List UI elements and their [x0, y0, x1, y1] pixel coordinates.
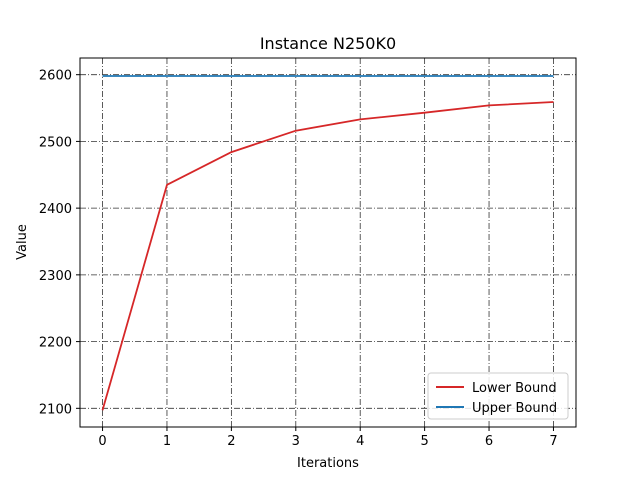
plot-frame — [79, 57, 577, 428]
y-tick-label: 2400 — [39, 202, 72, 217]
y-tick-label: 2600 — [39, 69, 72, 84]
x-tick-label: 6 — [485, 434, 493, 449]
x-tick-label: 0 — [98, 434, 106, 449]
x-tick-label: 2 — [227, 434, 235, 449]
legend: Lower Bound Upper Bound — [427, 372, 569, 420]
chart-title: Instance N250K0 — [260, 34, 396, 53]
legend-label-upper-bound: Upper Bound — [472, 401, 557, 416]
series-line-lower-bound — [101, 101, 554, 411]
x-tick-label: 5 — [420, 434, 428, 449]
legend-label-lower-bound: Lower Bound — [472, 381, 557, 396]
y-tick-label: 2300 — [39, 269, 72, 284]
x-tick-label: 7 — [549, 434, 557, 449]
x-tick-label: 3 — [292, 434, 300, 449]
y-tick-label: 2100 — [39, 402, 72, 417]
y-tick-label: 2200 — [39, 336, 72, 351]
ticks: 0 1 2 3 4 5 6 7 2100 2200 2300 2400 2500 2600 — [39, 69, 558, 449]
x-tick-label: 1 — [163, 434, 171, 449]
x-tick-label: 4 — [356, 434, 364, 449]
grid — [80, 58, 576, 427]
series-layer — [101, 75, 554, 411]
y-tick-label: 2500 — [39, 135, 72, 150]
y-axis-label: Value — [15, 224, 30, 260]
x-axis-label: Iterations — [297, 456, 359, 471]
